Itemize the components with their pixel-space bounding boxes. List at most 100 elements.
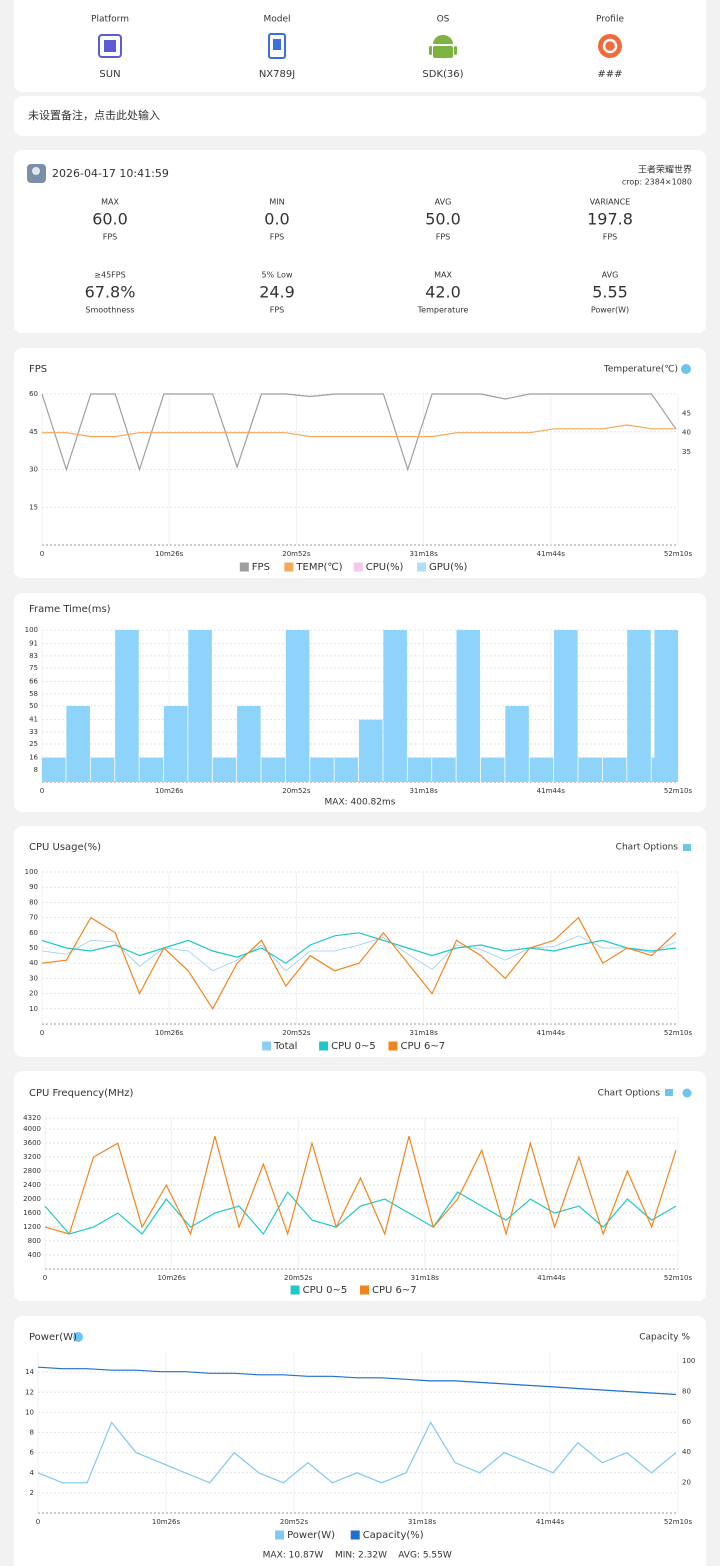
chart-footer: MAX: 400.82ms xyxy=(325,798,396,808)
stat-label: 5% Low xyxy=(262,271,293,280)
y-tick-label: 1600 xyxy=(23,1209,41,1217)
stat-unit: FPS xyxy=(603,233,618,242)
x-tick-label: 10m26s xyxy=(155,550,184,558)
y-tick-label: 60 xyxy=(29,929,38,937)
x-tick-label: 10m26s xyxy=(155,1029,184,1037)
crop: crop: 2384×1080 xyxy=(622,178,692,187)
legend-swatch[interactable] xyxy=(284,562,294,572)
stat-unit: Temperature xyxy=(417,306,469,315)
bar xyxy=(237,706,261,782)
legend-swatch[interactable] xyxy=(417,562,426,572)
x-tick-label: 10m26s xyxy=(157,1274,186,1282)
device-label: Model xyxy=(263,15,290,25)
legend-swatch[interactable] xyxy=(275,1530,285,1540)
device-value: ### xyxy=(597,69,622,80)
bar xyxy=(407,757,432,782)
y2-tick-label: 40 xyxy=(682,1448,691,1456)
legend-swatch[interactable] xyxy=(353,562,363,572)
series-line xyxy=(37,1421,677,1484)
series-line xyxy=(41,932,677,964)
x-tick-label: 0 xyxy=(40,787,44,795)
legend-label: GPU(%) xyxy=(429,562,468,573)
stat-unit: FPS xyxy=(103,233,118,242)
x-tick-label: 20m52s xyxy=(282,787,311,795)
stat-unit: Power(W) xyxy=(591,306,629,315)
y2-tick-label: 35 xyxy=(682,448,691,456)
stat-value: 5.55 xyxy=(592,283,628,302)
legend-swatch[interactable] xyxy=(239,562,249,572)
note-card[interactable] xyxy=(14,96,706,136)
bar xyxy=(42,757,66,782)
y-tick-label: 41 xyxy=(29,716,38,724)
frequency-toggle[interactable] xyxy=(682,1088,692,1098)
legend-swatch[interactable] xyxy=(262,1041,272,1051)
stat-value: 60.0 xyxy=(92,210,128,229)
bar xyxy=(432,757,456,782)
legend-label: CPU 6~7 xyxy=(372,1285,417,1296)
platform-icon xyxy=(98,34,122,58)
x-tick-label: 10m26s xyxy=(152,1518,181,1526)
stat-label: VARIANCE xyxy=(590,198,630,207)
bar xyxy=(212,757,237,782)
chart-title: FPS xyxy=(29,364,47,375)
legend-label: FPS xyxy=(252,562,270,573)
chart-options-icon[interactable] xyxy=(665,1089,673,1096)
legend-swatch[interactable] xyxy=(350,1530,360,1540)
bar xyxy=(163,706,188,782)
legend-swatch[interactable] xyxy=(290,1285,300,1295)
y-tick-label: 20 xyxy=(29,990,38,998)
stat-label: MAX xyxy=(434,271,452,280)
legend-label: Capacity(%) xyxy=(363,1530,424,1541)
y-tick-label: 4320 xyxy=(23,1114,41,1122)
y-tick-label: 2800 xyxy=(23,1167,41,1175)
y-tick-label: 60 xyxy=(29,390,38,398)
legend-label: CPU 6~7 xyxy=(401,1041,446,1052)
bar xyxy=(554,630,578,782)
stat-value: 0.0 xyxy=(264,210,289,229)
note[interactable]: 未设置备注，点击此处输入 xyxy=(28,108,160,122)
series-line xyxy=(44,1136,677,1237)
profile-icon xyxy=(598,34,622,58)
x-tick-label: 31m18s xyxy=(409,1029,438,1037)
x-tick-label: 31m18s xyxy=(408,1518,437,1526)
bar xyxy=(261,757,286,782)
bar xyxy=(578,757,602,782)
legend-label: Total xyxy=(273,1041,297,1052)
x-tick-label: 41m44s xyxy=(537,787,566,795)
chart-card xyxy=(14,348,706,578)
y-tick-label: 100 xyxy=(25,868,38,876)
y-tick-label: 66 xyxy=(29,678,38,686)
legend-swatch[interactable] xyxy=(319,1041,329,1051)
y-tick-label: 6 xyxy=(30,1449,35,1457)
legend-label: CPU 0~5 xyxy=(331,1041,376,1052)
y-tick-label: 33 xyxy=(29,728,38,736)
y-tick-label: 3200 xyxy=(23,1153,41,1161)
y2-tick-label: 100 xyxy=(682,1357,695,1365)
legend-swatch[interactable] xyxy=(388,1041,398,1051)
bar xyxy=(529,757,554,782)
bar xyxy=(383,630,407,782)
game-icon xyxy=(27,164,46,183)
bar xyxy=(358,719,383,782)
chart-right-label: Temperature(℃) xyxy=(603,365,678,375)
device-value: NX789J xyxy=(259,69,295,80)
y-tick-label: 30 xyxy=(29,466,38,474)
x-tick-label: 52m10s xyxy=(664,550,693,558)
stat-label: MIN xyxy=(269,198,284,207)
power-toggle[interactable] xyxy=(73,1332,83,1342)
y2-tick-label: 80 xyxy=(682,1387,691,1395)
date: 2026-04-17 10:41:59 xyxy=(52,167,169,180)
temperature-toggle[interactable] xyxy=(681,364,691,374)
y-tick-label: 70 xyxy=(29,914,38,922)
x-tick-label: 31m18s xyxy=(409,787,438,795)
legend-swatch[interactable] xyxy=(360,1285,369,1295)
chart-options-icon[interactable] xyxy=(683,844,691,851)
legend-label: CPU(%) xyxy=(366,562,404,573)
y-tick-label: 50 xyxy=(29,702,38,710)
y-tick-label: 2400 xyxy=(23,1181,41,1189)
y2-tick-label: 20 xyxy=(682,1479,691,1487)
y-tick-label: 400 xyxy=(28,1251,41,1259)
x-tick-label: 20m52s xyxy=(284,1274,313,1282)
